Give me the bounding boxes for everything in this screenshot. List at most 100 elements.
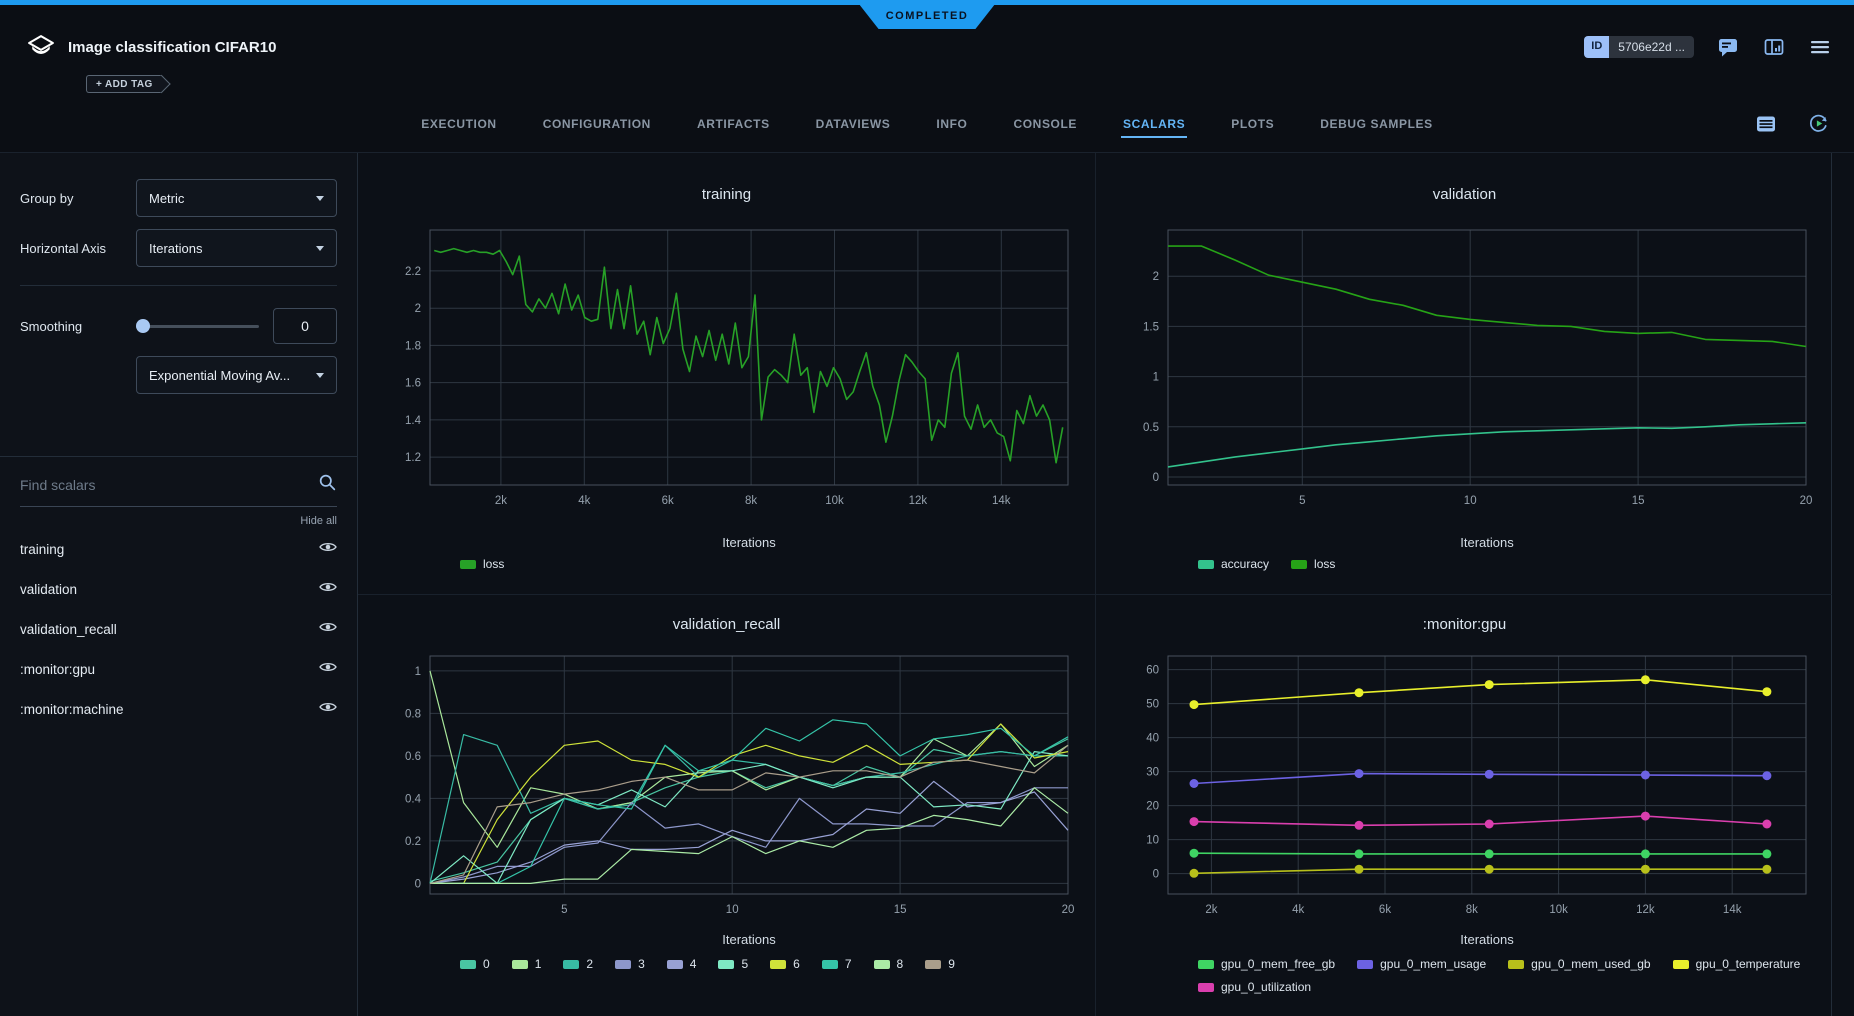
y-tick-label: 40 xyxy=(1146,733,1159,745)
x-tick-label: 8k xyxy=(1466,904,1478,916)
experiment-logo-icon xyxy=(26,33,56,63)
x-tick-label: 14k xyxy=(992,495,1011,507)
legend-item-8[interactable]: 8 xyxy=(873,957,903,971)
search-input[interactable] xyxy=(20,477,318,493)
y-tick-label: 20 xyxy=(1146,801,1159,813)
tab-artifacts[interactable]: ARTIFACTS xyxy=(696,116,770,131)
eye-icon[interactable] xyxy=(319,580,337,598)
tab-info[interactable]: INFO xyxy=(936,116,968,131)
chart-card-training: training 2k 4k 6k 8k 10k 12k 14k 1.2 1.4 1.6 1.8 2 2.… xyxy=(358,153,1095,594)
auto-refresh-icon[interactable] xyxy=(1806,112,1830,136)
legend-label: gpu_0_mem_usage xyxy=(1380,957,1487,971)
data-point xyxy=(1640,849,1650,859)
legend-item-9[interactable]: 9 xyxy=(925,957,955,971)
data-point xyxy=(1484,849,1494,859)
tab-configuration[interactable]: CONFIGURATION xyxy=(542,116,651,131)
side-panel-icon[interactable] xyxy=(1762,35,1786,59)
tab-debug-samples[interactable]: DEBUG SAMPLES xyxy=(1320,116,1433,131)
legend-swatch xyxy=(1508,959,1525,969)
legend-item-3[interactable]: 3 xyxy=(615,957,645,971)
tab-execution[interactable]: EXECUTION xyxy=(421,116,497,131)
id-value: 5706e22d ... xyxy=(1609,36,1694,58)
legend-item-2[interactable]: 2 xyxy=(563,957,593,971)
metric-row--monitor-gpu[interactable]: :monitor:gpu xyxy=(0,649,357,689)
tab-dataviews[interactable]: DATAVIEWS xyxy=(815,116,891,131)
eye-icon[interactable] xyxy=(319,700,337,718)
legend-item-1[interactable]: 1 xyxy=(511,957,541,971)
add-tag-button[interactable]: + ADD TAG xyxy=(86,75,161,93)
smoothing-type-select[interactable]: Exponential Moving Av... xyxy=(136,356,337,394)
legend-label: 4 xyxy=(689,957,697,971)
tab-scalars[interactable]: SCALARS xyxy=(1121,116,1188,138)
legend-item-gpu_0_temperature[interactable]: gpu_0_temperature xyxy=(1672,957,1800,971)
y-tick-label: 50 xyxy=(1146,699,1159,711)
metric-row-validation-recall[interactable]: validation_recall xyxy=(0,609,357,649)
data-point xyxy=(1640,770,1650,780)
smoothing-value-input[interactable] xyxy=(273,308,337,344)
menu-icon[interactable] xyxy=(1808,35,1832,59)
tab-console[interactable]: CONSOLE xyxy=(1013,116,1078,131)
eye-icon[interactable] xyxy=(319,620,337,638)
metric-row--monitor-machine[interactable]: :monitor:machine xyxy=(0,689,357,729)
legend-item-gpu_0_mem_free_gb[interactable]: gpu_0_mem_free_gb xyxy=(1198,957,1335,971)
eye-icon[interactable] xyxy=(319,660,337,678)
data-point xyxy=(1354,769,1364,779)
chart-legend: 0 1 2 3 4 5 6 7 8 9 xyxy=(460,957,955,971)
metric-name: validation_recall xyxy=(20,621,117,637)
legend-swatch xyxy=(821,959,838,969)
search-icon[interactable] xyxy=(318,473,337,497)
data-point xyxy=(1762,849,1772,859)
legend-swatch xyxy=(1198,959,1214,969)
horizontal-axis-value: Iterations xyxy=(149,240,203,256)
legend-swatch xyxy=(666,959,683,969)
metric-row-training[interactable]: training xyxy=(0,529,357,569)
slider-track xyxy=(136,325,259,328)
legend-item-gpu_0_mem_used_gb[interactable]: gpu_0_mem_used_gb xyxy=(1508,957,1651,971)
series-line-4 xyxy=(429,780,1069,884)
y-tick-label: 1.5 xyxy=(1143,321,1159,333)
legend-item-accuracy[interactable]: accuracy xyxy=(1198,557,1269,571)
details-comment-icon[interactable] xyxy=(1716,35,1740,59)
series-line-loss xyxy=(1168,245,1807,348)
smoothing-type-value: Exponential Moving Av... xyxy=(149,367,291,383)
legend-item-4[interactable]: 4 xyxy=(666,957,697,971)
legend-label: accuracy xyxy=(1221,557,1270,571)
y-tick-label: 10 xyxy=(1146,835,1159,847)
data-point xyxy=(1189,817,1199,827)
chart-title: validation xyxy=(1433,186,1496,203)
smoothing-slider[interactable] xyxy=(136,319,259,333)
hide-all-button[interactable]: Hide all xyxy=(300,515,337,527)
eye-icon[interactable] xyxy=(319,540,337,558)
x-tick-label: 4k xyxy=(578,495,590,507)
table-view-icon[interactable] xyxy=(1754,112,1778,136)
horizontal-axis-select[interactable]: Iterations xyxy=(136,229,337,267)
legend-item-6[interactable]: 6 xyxy=(770,957,800,971)
experiment-id-badge[interactable]: ID 5706e22d ... xyxy=(1584,36,1694,58)
slider-thumb[interactable] xyxy=(136,319,150,333)
legend-item-7[interactable]: 7 xyxy=(821,957,852,971)
series-line-gpu_0_temperature xyxy=(1193,679,1767,706)
legend-label: 7 xyxy=(844,957,852,971)
legend-item-loss[interactable]: loss xyxy=(1291,557,1335,571)
chevron-down-icon xyxy=(316,195,324,201)
group-by-select[interactable]: Metric xyxy=(136,179,337,217)
legend-item-0[interactable]: 0 xyxy=(460,957,490,971)
tab-bar: EXECUTION CONFIGURATION ARTIFACTS DATAVIEWS… xyxy=(0,95,1854,153)
x-tick-label: 5 xyxy=(1299,495,1305,507)
tab-plots[interactable]: PLOTS xyxy=(1231,116,1275,131)
legend-item-gpu_0_utilization[interactable]: gpu_0_utilization xyxy=(1198,980,1311,994)
x-tick-label: 8k xyxy=(745,495,757,507)
legend-item-5[interactable]: 5 xyxy=(718,957,748,971)
chart-plot: validation 5 10 15 20 0 0.5 1 1.5 2 Iterations xyxy=(1143,186,1812,550)
legend-item-loss[interactable]: loss xyxy=(460,557,504,571)
chevron-down-icon xyxy=(316,372,324,378)
metric-row-validation[interactable]: validation xyxy=(0,569,357,609)
data-point xyxy=(1640,864,1650,874)
chart-title: training xyxy=(702,186,751,203)
legend-item-gpu_0_mem_usage[interactable]: gpu_0_mem_usage xyxy=(1357,957,1486,971)
legend-label: gpu_0_mem_used_gb xyxy=(1531,957,1651,971)
chart-plot: training 2k 4k 6k 8k 10k 12k 14k 1.2 1.4 1.6 1.8 2 2.… xyxy=(405,186,1069,550)
chart-legend: loss xyxy=(460,557,504,571)
data-point xyxy=(1484,864,1494,874)
